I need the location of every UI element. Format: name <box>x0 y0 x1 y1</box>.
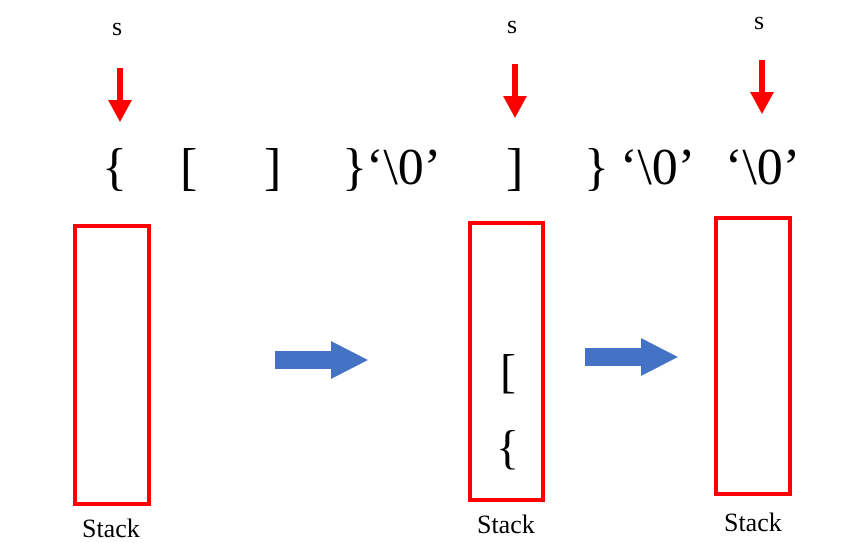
expression-char-close-bracket: ] <box>264 139 282 196</box>
stack-item-top: [ <box>500 345 516 398</box>
pointer-label-1: s <box>112 12 123 41</box>
right-arrow-icon <box>585 338 678 376</box>
down-arrow-icon <box>503 64 527 118</box>
stack-box-3 <box>714 216 792 496</box>
expression-char-close-brace: } <box>342 139 367 196</box>
down-arrow-icon <box>108 68 132 122</box>
stack-label-1: Stack <box>82 514 140 543</box>
stack-box-1 <box>73 224 151 506</box>
stack-item-bottom: { <box>496 421 520 474</box>
right-arrow-icon <box>275 341 368 379</box>
expression-char-open-brace: { <box>102 139 127 196</box>
expression-char-terminator: ‘\0’ <box>725 139 801 196</box>
expression-char-terminator: ‘\0’ <box>620 139 696 196</box>
pointer-label-3: s <box>754 6 765 35</box>
down-arrow-icon <box>750 60 774 114</box>
expression-char-close-bracket: ] <box>506 139 524 196</box>
expression-char-terminator: ‘\0’ <box>366 139 442 196</box>
stack-label-2: Stack <box>477 510 535 539</box>
expression-char-close-brace: } <box>584 139 609 196</box>
pointer-label-2: s <box>507 10 518 39</box>
stack-label-3: Stack <box>724 508 782 537</box>
expression-char-open-bracket: [ <box>180 139 198 196</box>
stack-box-2 <box>468 221 545 502</box>
